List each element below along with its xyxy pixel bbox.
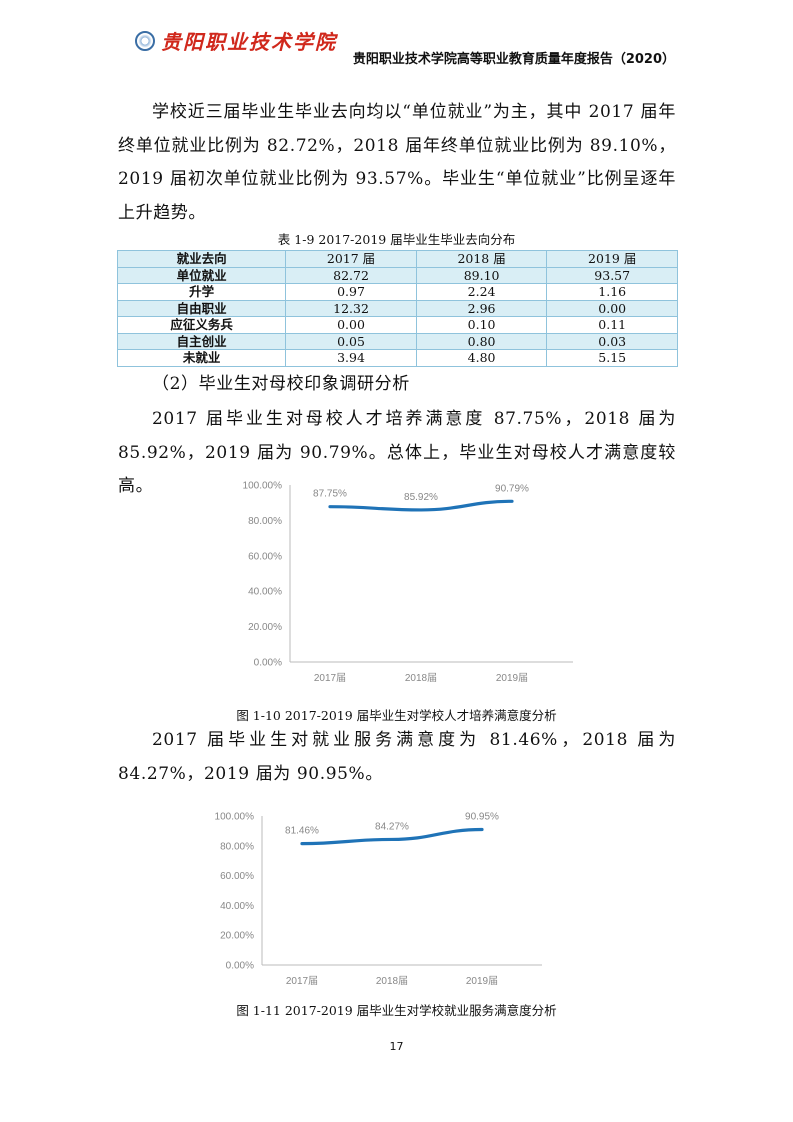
value-cell: 4.80 <box>415 349 548 367</box>
chart-training-satisfaction: 0.00% 20.00% 40.00% 60.00% 80.00% 100.00% 87.7… <box>243 481 573 684</box>
table-header-cell: 2017 届 <box>285 250 417 268</box>
destination-table: 就业去向 2017 届 2018 届 2019 届 单位就业 82.72 89.10… <box>116 250 678 367</box>
value-cell: 0.80 <box>415 332 548 350</box>
row-label-cell: 未就业 <box>116 349 287 367</box>
y-tick-label: 60.00% <box>220 871 254 882</box>
y-tick-label: 0.00% <box>226 961 254 972</box>
figure-caption-1-10: 图 1-10 2017-2019 届毕业生对学校人才培养满意度分析 <box>236 708 557 723</box>
value-cell: 89.10 <box>415 266 548 284</box>
row-label-cell: 单位就业 <box>116 266 287 284</box>
paragraph-service-satisfaction: 2017 届毕业生对就业服务满意度为 81.46%，2018 届为 84.27%… <box>118 730 676 784</box>
x-tick-label: 2018届 <box>405 672 437 684</box>
value-cell: 5.15 <box>546 349 678 367</box>
value-cell: 1.16 <box>546 283 678 301</box>
value-cell: 82.72 <box>285 266 417 284</box>
y-tick-label: 100.00% <box>243 481 283 492</box>
value-cell: 3.94 <box>285 349 417 367</box>
row-label-cell: 自由职业 <box>116 299 287 317</box>
school-logo: 贵阳职业技术学院 <box>135 26 337 55</box>
row-label-cell: 自主创业 <box>116 332 287 350</box>
value-cell: 0.00 <box>546 299 678 317</box>
x-tick-label: 2018届 <box>376 975 408 987</box>
report-header-title: 贵阳职业技术学院高等职业教育质量年度报告（2020） <box>352 52 675 67</box>
x-tick-label: 2017届 <box>286 975 318 987</box>
x-tick-label: 2019届 <box>496 672 528 684</box>
value-cell: 0.05 <box>285 332 417 350</box>
y-tick-label: 80.00% <box>248 516 282 527</box>
chart-service-satisfaction: 0.00% 20.00% 40.00% 60.00% 80.00% 100.00% 81.4… <box>215 811 542 987</box>
y-tick-label: 20.00% <box>248 622 282 633</box>
table-header-cell: 2018 届 <box>415 250 548 268</box>
table-row: 未就业 3.94 4.80 5.15 <box>116 349 678 367</box>
row-label-cell: 升学 <box>116 283 287 301</box>
data-label: 81.46% <box>285 826 319 837</box>
value-cell: 93.57 <box>546 266 678 284</box>
y-tick-label: 80.00% <box>220 841 254 852</box>
table-row: 应征义务兵 0.00 0.10 0.11 <box>116 316 678 334</box>
page-number: 17 <box>389 1040 404 1053</box>
data-label: 87.75% <box>313 489 347 500</box>
value-cell: 0.00 <box>285 316 417 334</box>
table-header-row: 就业去向 2017 届 2018 届 2019 届 <box>116 250 678 268</box>
paragraph-training-satisfaction: 2017 届毕业生对母校人才培养满意度 87.75%，2018 届为 85.92… <box>118 409 676 496</box>
y-tick-label: 0.00% <box>254 658 282 669</box>
data-label: 85.92% <box>404 492 438 503</box>
value-cell: 2.24 <box>415 283 548 301</box>
y-tick-label: 60.00% <box>248 551 282 562</box>
value-cell: 12.32 <box>285 299 417 317</box>
value-cell: 0.11 <box>546 316 678 334</box>
figure-caption-1-11: 图 1-11 2017-2019 届毕业生对学校就业服务满意度分析 <box>236 1003 557 1018</box>
data-label: 90.79% <box>495 483 529 494</box>
y-tick-label: 40.00% <box>248 587 282 598</box>
data-label: 84.27% <box>375 821 409 832</box>
y-tick-label: 20.00% <box>220 931 254 942</box>
value-cell: 2.96 <box>415 299 548 317</box>
table-header-cell: 2019 届 <box>546 250 678 268</box>
table-row: 自主创业 0.05 0.80 0.03 <box>116 332 678 350</box>
section-heading: （2）毕业生对母校印象调研分析 <box>152 374 410 394</box>
value-cell: 0.10 <box>415 316 548 334</box>
logo-text: 贵阳职业技术学院 <box>161 30 337 54</box>
table-caption: 表 1-9 2017-2019 届毕业生毕业去向分布 <box>277 232 516 247</box>
school-seal-icon <box>135 30 155 51</box>
x-tick-label: 2019届 <box>466 975 498 987</box>
value-cell: 0.03 <box>546 332 678 350</box>
y-tick-label: 40.00% <box>220 901 254 912</box>
y-tick-label: 100.00% <box>215 812 255 823</box>
x-tick-label: 2017届 <box>314 672 346 684</box>
row-label-cell: 应征义务兵 <box>116 316 287 334</box>
value-cell: 0.97 <box>285 283 417 301</box>
data-label: 90.95% <box>465 811 499 822</box>
table-row: 升学 0.97 2.24 1.16 <box>116 283 678 301</box>
table-header-cell: 就业去向 <box>116 250 287 268</box>
paragraph-employment: 学校近三届毕业生毕业去向均以“单位就业”为主，其中 2017 届年终单位就业比例… <box>118 102 676 223</box>
table-row: 单位就业 82.72 89.10 93.57 <box>116 266 678 284</box>
table-row: 自由职业 12.32 2.96 0.00 <box>116 299 678 317</box>
